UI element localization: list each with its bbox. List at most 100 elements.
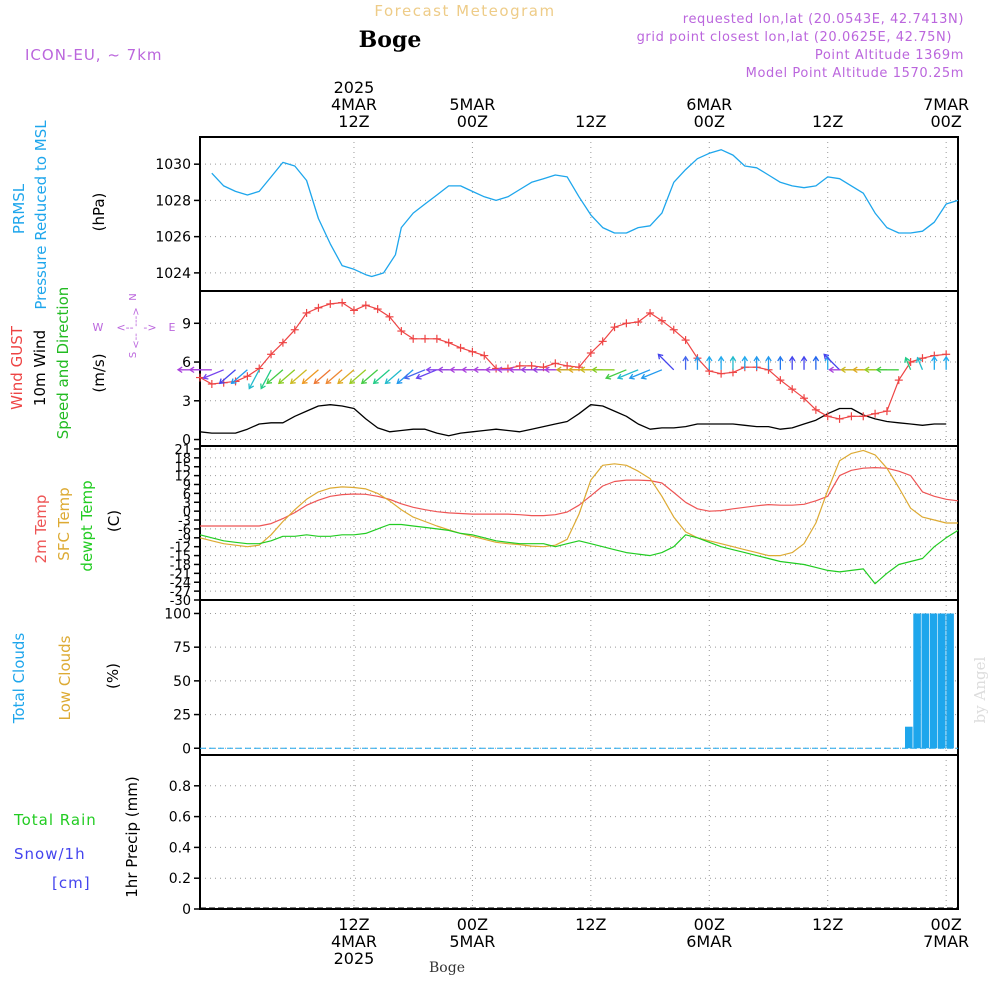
gust-marker: [657, 316, 666, 325]
wind-direction-arrow: [260, 369, 272, 390]
gust-marker: [231, 377, 240, 386]
clouds-unit: (%): [104, 663, 122, 689]
top-time-label: 12Z: [812, 112, 843, 131]
pressure-unit: (hPa): [90, 193, 108, 232]
compass-south-arrow: <--: [131, 333, 142, 349]
gust-marker: [918, 354, 927, 363]
pressure-ytick-label: 1028: [155, 193, 191, 209]
temp-label-dewpt: dewpt Temp: [78, 480, 96, 571]
wind-direction-arrow: [682, 355, 689, 370]
pressure-ytick-label: 1030: [155, 157, 191, 173]
gust-marker: [871, 409, 880, 418]
wind-direction-arrow: [694, 355, 701, 370]
pressure-ytick-label: 1024: [155, 266, 191, 282]
wind-direction-arrow: [591, 366, 615, 374]
wind-direction-arrow: [741, 355, 749, 370]
gust-marker: [278, 338, 287, 347]
gust-marker: [551, 359, 560, 368]
temperature-ytick-label: -21: [170, 567, 191, 582]
panel-precip: 0 0.2 0.4 0.6 0.8 Total Rain Snow/1h [cm] 1hr Pr…: [13, 754, 959, 918]
wind-direction-arrow: [916, 356, 924, 371]
wind-ytick-label: 3: [182, 394, 191, 410]
temperature-ytick-label: -15: [170, 550, 191, 565]
temp-label-2m: 2m Temp: [32, 495, 50, 564]
gust-marker: [563, 361, 572, 370]
precip-ytick-label: 0.4: [169, 840, 191, 856]
panel-clouds: 0 25 50 75 100 Total Clouds Low Clouds (%): [10, 599, 959, 757]
bottom-location: Boge: [429, 960, 465, 976]
clouds-ytick-label: 0: [182, 741, 191, 757]
wind-direction-arrow: [266, 369, 284, 385]
wind-ytick-label: 9: [182, 316, 191, 332]
gust-marker: [373, 305, 382, 314]
wind-direction-arrow: [616, 369, 639, 380]
gust-marker: [681, 336, 690, 345]
gust-marker: [326, 299, 335, 308]
compass-s: S: [128, 352, 139, 358]
temperature-ytick-label: -3: [178, 514, 191, 529]
bottom-time-label: 5MAR: [449, 932, 495, 951]
wind-direction-arrow: [800, 355, 808, 370]
gust-marker: [610, 323, 619, 332]
bottom-time-label: 12Z: [575, 915, 606, 934]
gust-marker: [859, 412, 868, 421]
gust-marker: [800, 394, 809, 403]
precip-label-snow: Snow/1h: [14, 845, 86, 863]
pressure-ytick-label: 1026: [155, 230, 191, 246]
compass-n: N: [128, 293, 139, 300]
bottom-time-label: 00Z: [694, 915, 725, 934]
clouds-ytick-label: 50: [173, 674, 191, 690]
wind-ytick-label: 0: [182, 433, 191, 449]
wind-direction-arrow: [628, 369, 651, 380]
gust-marker: [776, 376, 785, 385]
gust-marker: [669, 325, 678, 334]
total-clouds-bar: [905, 726, 913, 749]
wind-label-speed: 10m Wind: [31, 330, 49, 406]
temperature-ytick-label: -27: [170, 585, 191, 600]
gust-marker: [480, 351, 489, 360]
gust-marker: [196, 373, 204, 382]
wind-unit: (m/s): [90, 353, 108, 392]
gust-marker: [314, 303, 323, 312]
gust-marker: [397, 327, 406, 336]
top-time-label: 00Z: [930, 112, 961, 131]
gust-marker: [811, 405, 820, 414]
top-time-label: 5MAR: [449, 95, 495, 114]
pressure-label-desc: Pressure Reduced to MSL: [32, 120, 50, 310]
gust-marker: [421, 334, 430, 343]
gust-marker: [432, 334, 441, 343]
bottom-time-label: 12Z: [812, 915, 843, 934]
temperature-ytick-label: 15: [174, 461, 191, 476]
total-clouds-bar: [921, 613, 930, 749]
gust-marker: [646, 308, 655, 317]
gust-marker: [361, 301, 370, 310]
bottom-time-label: 7MAR: [923, 932, 969, 951]
product-title: Forecast Meteogram: [374, 2, 555, 20]
wind-direction-arrow: [277, 369, 296, 385]
top-time-label: 6MAR: [686, 95, 732, 114]
precip-ytick-label: 0: [182, 902, 191, 918]
precip-ytick-label: 0.2: [169, 871, 191, 887]
panel-wind: 0 3 6 9 Wind GUST 10m Wind Speed and Direction…: [8, 287, 959, 449]
panels: 1024 1026 1028 1030 PRMSL Pressure Reduced to…: [8, 120, 959, 918]
wind-direction-arrow: [415, 369, 438, 380]
gust-marker: [527, 361, 536, 370]
pressure-frame: [199, 136, 959, 292]
gust-marker: [622, 319, 631, 328]
wind-direction-arrow: [360, 369, 379, 385]
wind-direction-arrow: [372, 369, 390, 385]
pressure-label-prmsl: PRMSL: [10, 183, 28, 234]
temperature-ytick-label: 6: [183, 487, 191, 502]
gust-marker: [468, 347, 477, 356]
wind-direction-arrow: [403, 369, 426, 380]
wind-direction-arrow: [202, 369, 224, 380]
gust-line: [199, 302, 947, 420]
gust-marker: [302, 308, 311, 317]
temp-2m-line: [200, 467, 959, 527]
compass-e: E: [169, 321, 176, 334]
wind-direction-arrow: [812, 355, 820, 370]
panel-pressure: 1024 1026 1028 1030 PRMSL Pressure Reduced to…: [10, 120, 959, 310]
precip-label-rain: Total Rain: [13, 811, 97, 829]
wind-direction-arrow: [777, 355, 784, 370]
temp-label-sfc: SFC Temp: [55, 487, 73, 560]
